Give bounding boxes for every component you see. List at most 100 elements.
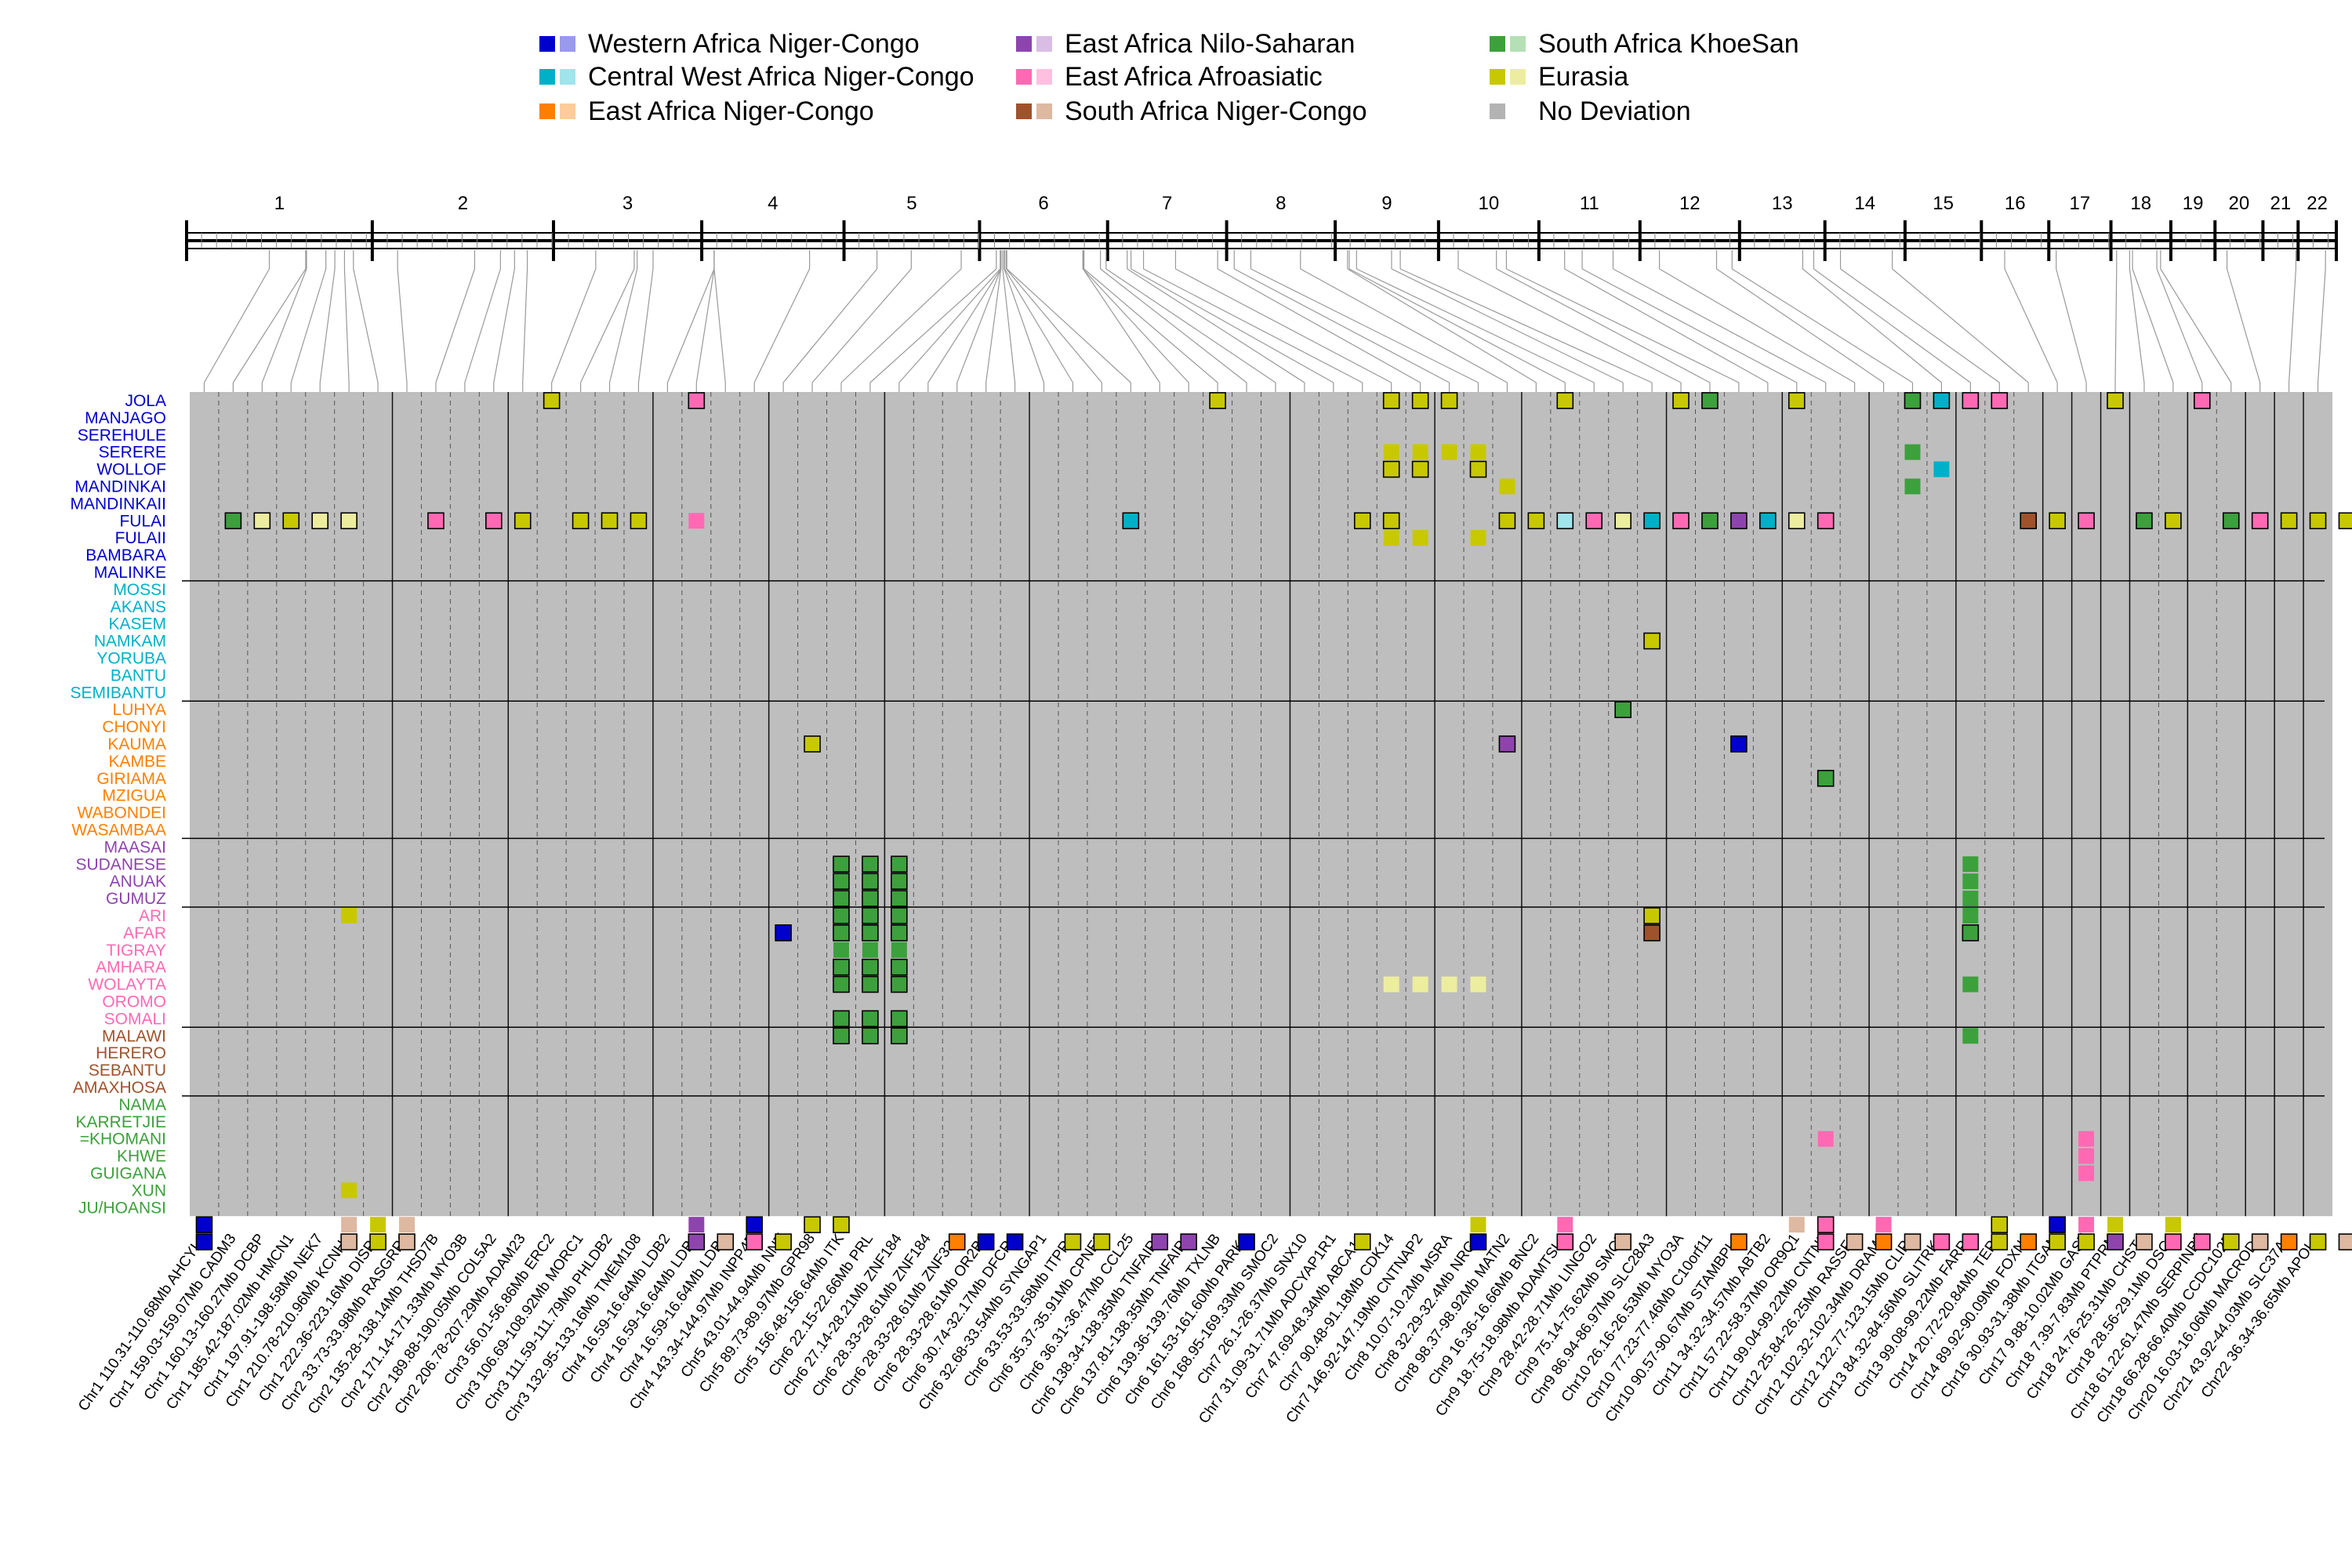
heatmap-cell [369,1233,387,1250]
heatmap-cell [862,958,879,976]
heatmap-cell [2338,1233,2352,1250]
heatmap-cell [1817,512,1835,530]
heatmap-cell [1382,512,1400,530]
heatmap-cell [833,924,850,942]
population-label: AMAXHOSA [73,1079,166,1097]
heatmap-cell [891,975,908,993]
heatmap-cell [688,1233,706,1250]
locus-connector [753,268,811,383]
heatmap-cell [1846,1233,1864,1250]
population-label: NAMA [118,1096,166,1114]
locus-connector [637,268,654,383]
heatmap-cell [862,1027,879,1045]
heatmap-cell [1962,856,1979,873]
population-label: WOLAYTA [88,976,166,994]
locus-connector [1127,268,1305,383]
heatmap-cell [1614,512,1632,530]
heatmap-cell [2078,1148,2095,1164]
heatmap-cell [1614,1233,1632,1250]
population-label: JOLA [125,392,166,410]
heatmap-cell [1962,1233,1980,1250]
heatmap-cell [1412,530,1428,546]
heatmap-cell [427,512,445,530]
chromosome-label: 6 [1038,193,1048,214]
chromosome-label: 10 [1479,193,1500,214]
heatmap-cell [1498,512,1516,530]
population-label: MANDINKAII [70,495,166,513]
population-label: MOSSI [113,581,166,599]
locus-connector [1005,268,1102,383]
heatmap-cell [1788,392,1806,409]
locus-connector [1564,268,1769,383]
heatmap-cell [340,512,358,530]
population-label: AKANS [111,598,166,616]
heatmap-cell [1817,1233,1835,1250]
heatmap-cell [1701,392,1719,409]
locus-connector [1105,268,1276,383]
population-label: SEREHULE [78,426,166,445]
heatmap-cell [2136,1233,2153,1250]
legend-swatch-light [1036,69,1052,85]
locus-connector [522,268,528,383]
legend-label: East Africa Afroasiatic [1065,61,1323,92]
heatmap-cell [2280,1233,2298,1250]
heatmap-cell [891,907,908,924]
heatmap-cell [485,512,503,530]
locus-connector [2129,268,2145,383]
heatmap-cell [253,512,271,530]
locus-connector [580,268,635,383]
locus-connector [1399,268,1653,383]
legend-item: No Deviation [1490,94,1691,129]
heatmap-cell [1643,632,1661,650]
heatmap-cell [2222,512,2240,530]
population-label: MZIGUA [102,787,166,805]
legend-label: No Deviation [1538,96,1691,126]
population-label: ARI [139,907,166,925]
heatmap-cell [2078,1131,2095,1147]
locus-connector [1250,268,1479,383]
heatmap-cell [2020,1233,2038,1250]
population-label: ANUAK [110,873,166,891]
chromosome-label: 3 [622,193,633,214]
heatmap-cell [1962,873,1979,890]
heatmap-cell [1672,512,1690,530]
heatmap-cell [833,873,850,890]
heatmap-cell [1730,735,1748,753]
locus-connector [1802,268,1942,383]
legend-swatch-dark [1490,36,1505,52]
locus-connector [666,268,715,383]
locus-connector [1391,268,1624,383]
population-label: =KHOMANI [80,1131,166,1149]
heatmap-cell [1904,478,1921,495]
population-label: MALAWI [102,1027,166,1045]
heatmap-cell [195,1233,213,1250]
heatmap-cell [1933,392,1951,409]
heatmap-cell [746,1216,763,1233]
population-label: GUMUZ [106,890,166,908]
heatmap-cell [891,924,908,942]
heatmap-cell [341,907,358,924]
locus-connector [2056,268,2087,383]
population-label: FULAII [115,529,166,547]
legend-swatch-dark [1490,103,1505,119]
heatmap-cell [1557,1217,1573,1233]
population-label: LUHYA [113,701,166,719]
heatmap-cell [1585,512,1603,530]
heatmap-cell [1470,1217,1486,1233]
locus-connector [1006,268,1131,383]
population-label: BAMBARA [85,546,166,564]
heatmap-cell [1499,478,1515,495]
population-label: GIRIAMA [96,770,166,788]
heatmap-cell [1730,1233,1748,1250]
locus-connector [1581,268,1798,383]
heatmap-cell [1382,392,1400,409]
locus-connector [2317,268,2326,383]
heatmap-cell [2194,392,2211,409]
heatmap-cell [1643,512,1661,530]
heatmap-cell [891,1027,908,1045]
heatmap-cell [1556,1233,1574,1250]
population-label: WOLLOF [96,461,166,479]
heatmap-cell [311,512,328,530]
heatmap-cell [1614,701,1632,718]
heatmap-cell [1122,512,1140,530]
